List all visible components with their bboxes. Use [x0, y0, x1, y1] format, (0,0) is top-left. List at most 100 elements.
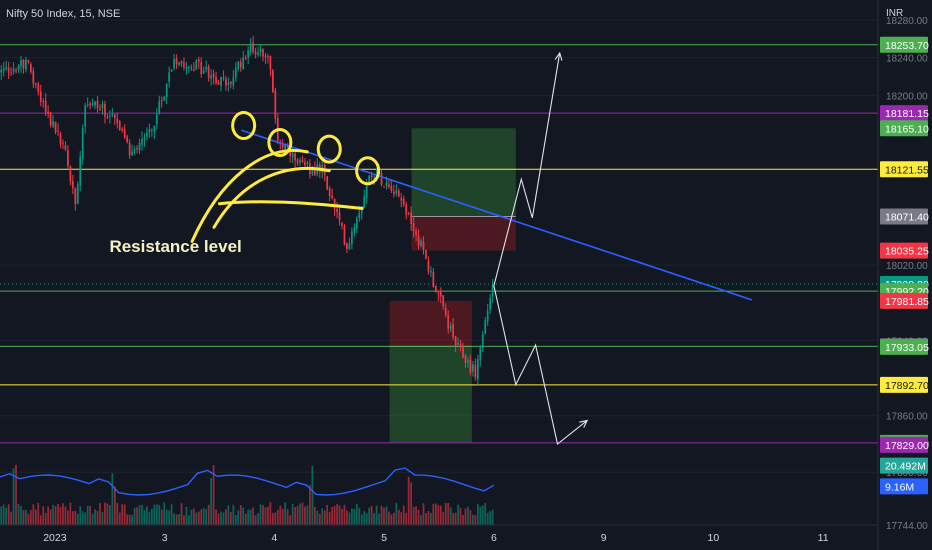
candle-body [274, 90, 277, 119]
time-tick-label: 11 [818, 532, 829, 544]
candle-body [62, 143, 64, 145]
volume-bar [89, 505, 91, 525]
volume-bar [383, 507, 385, 525]
volume-bar [415, 506, 417, 525]
price-tag [880, 478, 928, 495]
candle-body [183, 62, 185, 68]
candle-body [328, 188, 331, 197]
candle-body [304, 161, 306, 166]
volume-bar [155, 504, 158, 525]
volume-bar [486, 512, 489, 525]
candle-body [17, 65, 20, 70]
price-tick-label: 18200.00 [886, 91, 928, 102]
candle-body [133, 149, 136, 151]
price-tag-label: 18035.25 [885, 246, 929, 258]
candle-body [22, 59, 25, 69]
candle-body [25, 59, 27, 70]
candle-body [76, 184, 79, 204]
volume-bar [173, 513, 175, 525]
volume-bar [454, 512, 457, 525]
volume-bar [420, 514, 422, 525]
volume-bar [294, 507, 296, 525]
volume-bar [257, 513, 259, 525]
price-tag [880, 292, 928, 309]
candle-body [225, 78, 227, 86]
volume-bar [111, 473, 114, 525]
volume-bar [71, 511, 74, 525]
candle-body [437, 292, 440, 294]
candle-body [254, 51, 257, 55]
candle-body [109, 115, 111, 117]
volume-bar [437, 505, 440, 525]
volume-bar [430, 513, 432, 525]
volume-bar [76, 513, 79, 525]
candle-body [306, 162, 309, 165]
volume-bar [81, 511, 84, 525]
volume-bar [67, 510, 69, 525]
volume-bar [400, 512, 403, 525]
volume-bar [434, 503, 437, 525]
volume-bar [2, 504, 5, 525]
candle-body [348, 243, 351, 250]
volume-bar [242, 507, 245, 525]
candle-body [222, 77, 225, 79]
volume-bar [20, 506, 22, 525]
price-tag-label: 20.492M [885, 461, 926, 473]
volume-bar [207, 504, 210, 525]
volume-bar [153, 504, 156, 525]
highlight-circle [316, 134, 342, 164]
volume-bar [138, 505, 141, 525]
volume-bar [49, 509, 52, 525]
candle-body [400, 197, 403, 201]
candle-body [10, 72, 12, 74]
volume-bar [37, 502, 40, 525]
annotation-label: Resistance level [109, 237, 241, 256]
volume-bar [276, 509, 279, 525]
volume-bar [217, 513, 220, 525]
time-tick-label: 3 [162, 532, 168, 544]
volume-bar [279, 505, 282, 525]
volume-bar [360, 514, 363, 525]
time-tick-label: 2023 [43, 532, 67, 544]
candle-body [118, 121, 121, 131]
volume-bar [27, 513, 30, 525]
candle-body [439, 291, 442, 297]
candle-body [393, 191, 395, 194]
candle-body [173, 58, 175, 69]
candle-body [79, 156, 82, 186]
candle-body [294, 153, 296, 161]
candle-body [170, 69, 173, 72]
candle-body [244, 57, 247, 60]
volume-bar [299, 503, 301, 525]
candle-body [54, 121, 57, 132]
candle-body [185, 67, 188, 69]
candle-body [143, 138, 146, 140]
candle-body [207, 66, 210, 79]
volume-bar [353, 509, 356, 525]
volume-bar [212, 465, 215, 525]
volume-bar [397, 509, 400, 525]
candle-body [358, 212, 361, 219]
candle-body [264, 56, 267, 58]
candle-body [64, 145, 67, 150]
highlight-circle [355, 156, 381, 186]
volume-bar [205, 509, 208, 525]
candle-body [168, 72, 171, 82]
volume-bar [316, 510, 319, 525]
volume-bar [39, 515, 42, 525]
volume-bar [239, 505, 242, 525]
candle-body [155, 114, 158, 125]
volume-bar [69, 502, 72, 525]
candle-body [91, 103, 94, 105]
candle-body [311, 168, 314, 175]
volume-bar [52, 504, 54, 525]
volume-bar [462, 515, 464, 525]
price-tag [880, 105, 928, 122]
volume-bar [215, 509, 217, 525]
candle-body [210, 75, 212, 79]
candle-body [444, 307, 447, 316]
volume-bar [481, 505, 484, 525]
candle-body [390, 186, 393, 191]
volume-bar [57, 504, 59, 525]
